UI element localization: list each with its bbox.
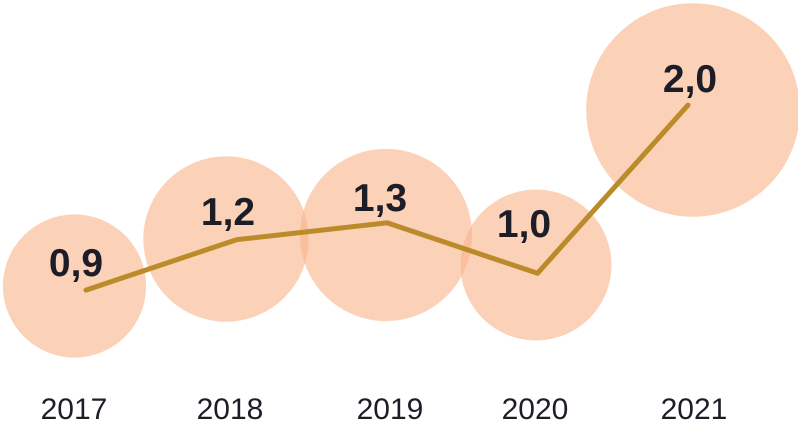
value-label-2019: 1,3 [353,177,407,220]
axis-label-2017: 2017 [41,393,108,425]
axis-label-2020: 2020 [502,393,569,425]
bubble-2018 [143,156,309,322]
value-label-2017: 0,9 [49,242,103,285]
axis-label-2019: 2019 [357,393,424,425]
value-label-2020: 1,0 [497,203,551,246]
bubble-2019 [299,148,473,322]
trend-line [83,102,691,293]
bubble-2017 [2,214,147,358]
value-label-2021: 2,0 [663,58,717,101]
value-label-2018: 1,2 [201,191,255,234]
bubble-2020 [460,189,612,341]
axis-label-2021: 2021 [661,393,728,425]
axis-label-2018: 2018 [197,393,264,425]
